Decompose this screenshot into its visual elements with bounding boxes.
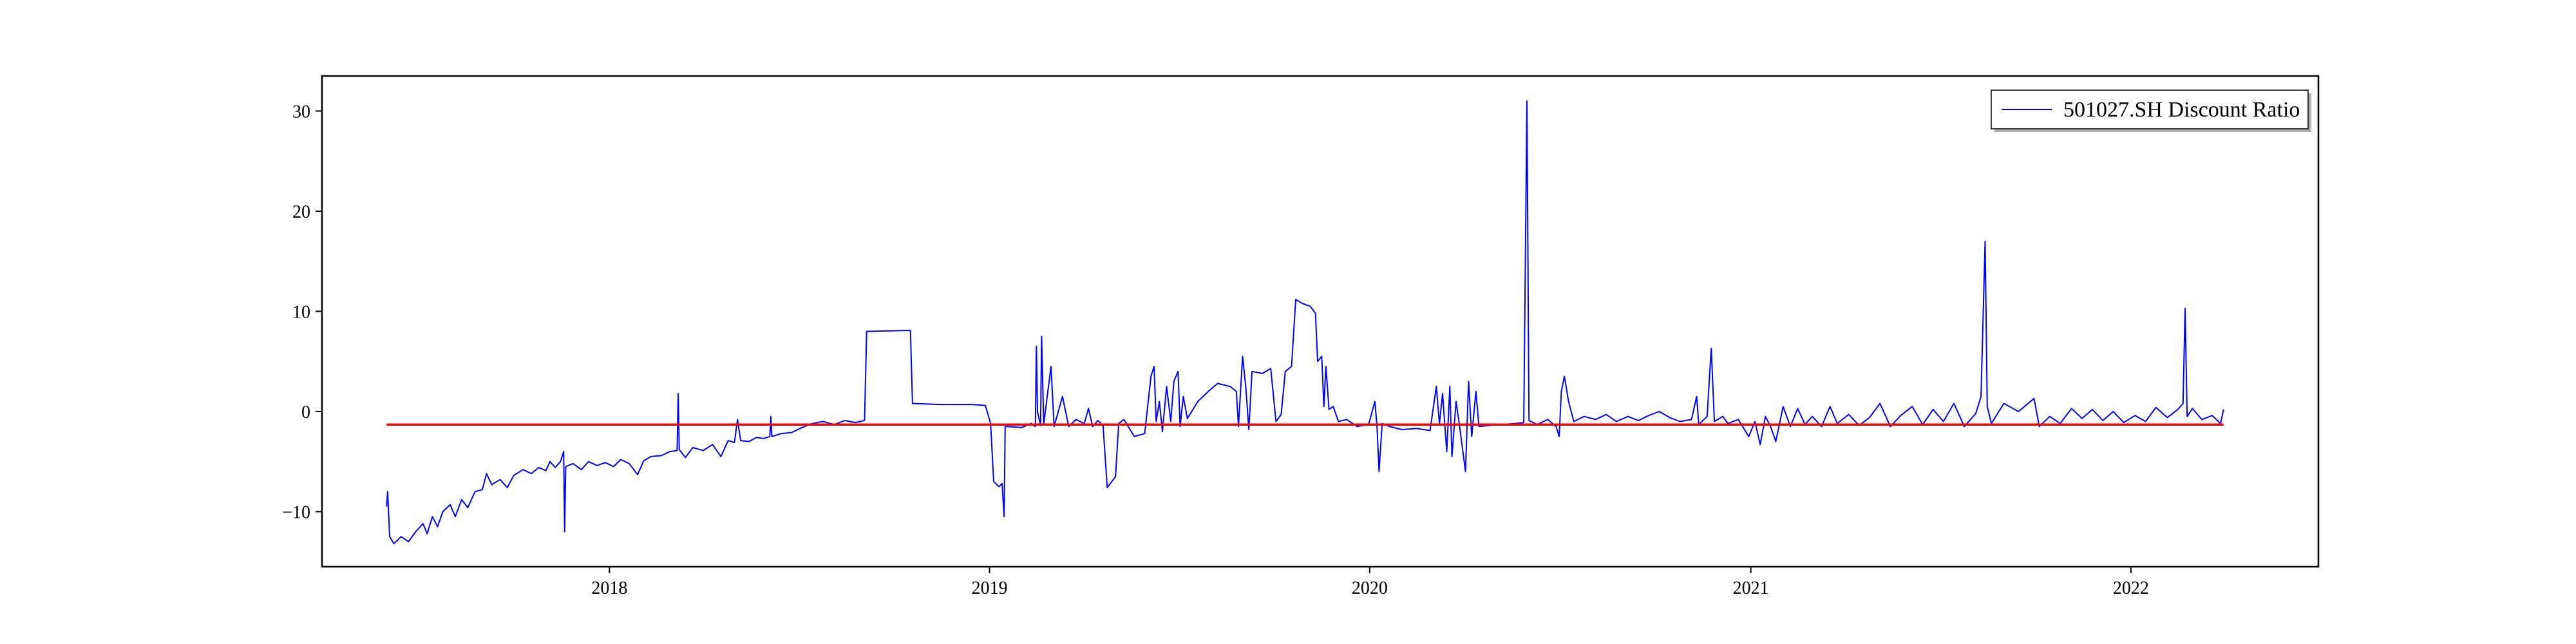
x-tick-label: 2020 bbox=[1352, 578, 1388, 598]
axes-layer: 2018 2019 2020 2021 2022 −10 0 10 20 30 bbox=[282, 75, 2320, 598]
legend-label: 501027.SH Discount Ratio bbox=[2063, 98, 2300, 122]
y-tick-label: 20 bbox=[292, 202, 310, 222]
y-tick-label: 0 bbox=[301, 402, 310, 422]
series-line-discount-ratio bbox=[386, 100, 2224, 545]
legend: 501027.SH Discount Ratio bbox=[1991, 90, 2311, 132]
x-tick-label: 2018 bbox=[591, 578, 627, 598]
y-tick-label: 30 bbox=[292, 102, 310, 122]
y-tick-label: 10 bbox=[292, 302, 310, 322]
axes-frame bbox=[321, 75, 2320, 568]
x-tick-label: 2019 bbox=[972, 578, 1008, 598]
plot-layer bbox=[386, 100, 2224, 545]
x-tick-label: 2021 bbox=[1733, 578, 1769, 598]
y-tick-label: −10 bbox=[282, 502, 310, 522]
x-tick-label: 2022 bbox=[2113, 578, 2149, 598]
